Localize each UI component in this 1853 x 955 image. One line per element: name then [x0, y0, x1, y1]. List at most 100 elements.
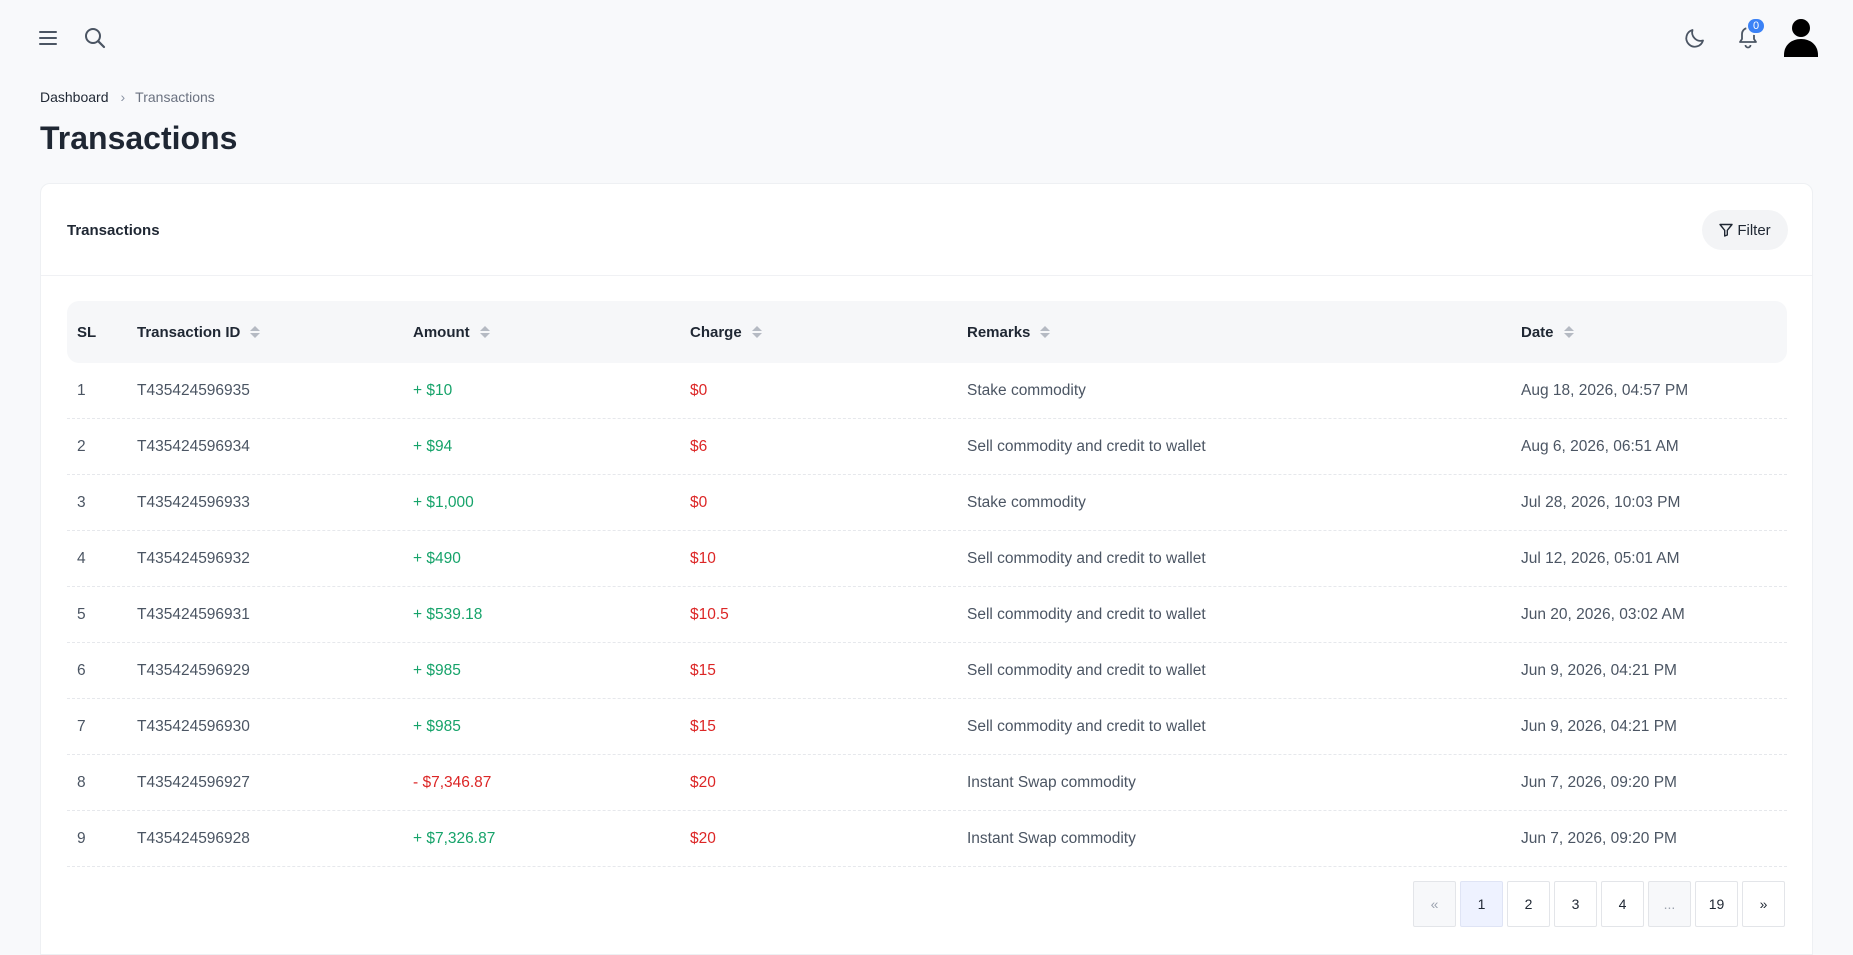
cell-transaction-id: T435424596927 — [137, 774, 250, 791]
pagination: « 1 2 3 4 ... 19 » — [1413, 881, 1785, 927]
search-button[interactable] — [80, 23, 110, 53]
cell-date: Jul 28, 2026, 10:03 PM — [1521, 494, 1681, 511]
menu-toggle-button[interactable] — [34, 24, 62, 52]
table-row: 1 T435424596935 + $10 $0 Stake commodity… — [67, 363, 1787, 419]
cell-transaction-id: T435424596930 — [137, 718, 250, 735]
breadcrumb-dashboard-link[interactable]: Dashboard — [40, 89, 109, 105]
cell-transaction-id: T435424596932 — [137, 550, 250, 567]
breadcrumb: Dashboard › Transactions — [40, 89, 215, 105]
cell-sl: 7 — [77, 718, 86, 735]
cell-sl: 2 — [77, 438, 86, 455]
hamburger-icon — [39, 31, 57, 45]
cell-remarks: Sell commodity and credit to wallet — [967, 438, 1206, 455]
cell-sl: 1 — [77, 382, 86, 399]
moon-icon — [1685, 29, 1704, 48]
column-header-charge[interactable]: Charge — [690, 301, 762, 363]
pagination-prev-button[interactable]: « — [1413, 881, 1456, 927]
table-row: 6 T435424596929 + $985 $15 Sell commodit… — [67, 643, 1787, 699]
cell-remarks: Stake commodity — [967, 494, 1086, 511]
notification-count-badge: 0 — [1746, 17, 1766, 35]
cell-amount: + $10 — [413, 382, 453, 399]
cell-remarks: Sell commodity and credit to wallet — [967, 550, 1206, 567]
cell-remarks: Instant Swap commodity — [967, 774, 1136, 791]
pagination-page-2[interactable]: 2 — [1507, 881, 1550, 927]
cell-transaction-id: T435424596931 — [137, 606, 250, 623]
cell-sl: 5 — [77, 606, 86, 623]
cell-date: Jul 12, 2026, 05:01 AM — [1521, 550, 1680, 567]
chevron-right-icon: › — [120, 89, 126, 105]
transactions-card: Transactions Filter SL Transaction ID Am… — [40, 183, 1813, 955]
cell-date: Jun 7, 2026, 09:20 PM — [1521, 774, 1677, 791]
table-row: 2 T435424596934 + $94 $6 Sell commodity … — [67, 419, 1787, 475]
cell-amount: + $539.18 — [413, 606, 483, 623]
cell-date: Aug 18, 2026, 04:57 PM — [1521, 382, 1689, 399]
table-row: 8 T435424596927 - $7,346.87 $20 Instant … — [67, 755, 1787, 811]
cell-amount: + $985 — [413, 718, 461, 735]
table-row: 9 T435424596928 + $7,326.87 $20 Instant … — [67, 811, 1787, 867]
page-title: Transactions — [40, 120, 238, 156]
cell-amount: - $7,346.87 — [413, 774, 492, 791]
cell-charge: $6 — [690, 438, 708, 455]
user-avatar-button[interactable] — [1782, 16, 1820, 58]
table-row: 7 T435424596930 + $985 $15 Sell commodit… — [67, 699, 1787, 755]
column-header-date[interactable]: Date — [1521, 301, 1574, 363]
column-header-sl: SL — [77, 323, 97, 341]
user-icon — [1784, 19, 1818, 57]
cell-date: Jun 7, 2026, 09:20 PM — [1521, 830, 1677, 847]
table-row: 3 T435424596933 + $1,000 $0 Stake commod… — [67, 475, 1787, 531]
sort-icon — [250, 326, 261, 338]
cell-date: Aug 6, 2026, 06:51 AM — [1521, 438, 1679, 455]
cell-transaction-id: T435424596929 — [137, 662, 250, 679]
cell-charge: $0 — [690, 382, 708, 399]
cell-sl: 9 — [77, 830, 86, 847]
sort-icon — [751, 326, 762, 338]
cell-charge: $20 — [690, 774, 716, 791]
column-header-remarks[interactable]: Remarks — [967, 301, 1051, 363]
cell-amount: + $490 — [413, 550, 461, 567]
column-header-transaction-id[interactable]: Transaction ID — [137, 301, 261, 363]
cell-transaction-id: T435424596928 — [137, 830, 250, 847]
theme-toggle-button[interactable] — [1680, 23, 1710, 53]
cell-charge: $15 — [690, 718, 716, 735]
pagination-page-1[interactable]: 1 — [1460, 881, 1503, 927]
cell-charge: $20 — [690, 830, 716, 847]
cell-date: Jun 9, 2026, 04:21 PM — [1521, 662, 1677, 679]
cell-remarks: Sell commodity and credit to wallet — [967, 718, 1206, 735]
filter-icon — [1719, 223, 1734, 237]
cell-remarks: Stake commodity — [967, 382, 1086, 399]
pagination-ellipsis: ... — [1648, 881, 1691, 927]
sort-icon — [479, 326, 490, 338]
card-title: Transactions — [67, 222, 160, 239]
cell-date: Jun 20, 2026, 03:02 AM — [1521, 606, 1685, 623]
cell-charge: $0 — [690, 494, 708, 511]
top-bar: 0 — [0, 0, 1853, 76]
table-row: 4 T435424596932 + $490 $10 Sell commodit… — [67, 531, 1787, 587]
cell-charge: $10 — [690, 550, 716, 567]
cell-amount: + $7,326.87 — [413, 830, 496, 847]
cell-sl: 4 — [77, 550, 86, 567]
pagination-page-19[interactable]: 19 — [1695, 881, 1738, 927]
cell-remarks: Instant Swap commodity — [967, 830, 1136, 847]
cell-amount: + $94 — [413, 438, 453, 455]
card-header: Transactions Filter — [41, 184, 1812, 276]
breadcrumb-current: Transactions — [135, 89, 215, 105]
cell-remarks: Sell commodity and credit to wallet — [967, 606, 1206, 623]
cell-sl: 3 — [77, 494, 86, 511]
cell-charge: $15 — [690, 662, 716, 679]
column-header-amount[interactable]: Amount — [413, 301, 490, 363]
table-header: SL Transaction ID Amount Charge Remarks … — [67, 301, 1787, 363]
cell-date: Jun 9, 2026, 04:21 PM — [1521, 718, 1677, 735]
table-row: 5 T435424596931 + $539.18 $10.5 Sell com… — [67, 587, 1787, 643]
cell-transaction-id: T435424596934 — [137, 438, 250, 455]
pagination-page-4[interactable]: 4 — [1601, 881, 1644, 927]
cell-sl: 8 — [77, 774, 86, 791]
cell-transaction-id: T435424596935 — [137, 382, 250, 399]
pagination-next-button[interactable]: » — [1742, 881, 1785, 927]
cell-sl: 6 — [77, 662, 86, 679]
search-icon — [85, 28, 106, 49]
cell-amount: + $985 — [413, 662, 461, 679]
filter-button[interactable]: Filter — [1702, 210, 1788, 250]
pagination-page-3[interactable]: 3 — [1554, 881, 1597, 927]
sort-icon — [1040, 326, 1051, 338]
cell-charge: $10.5 — [690, 606, 729, 623]
